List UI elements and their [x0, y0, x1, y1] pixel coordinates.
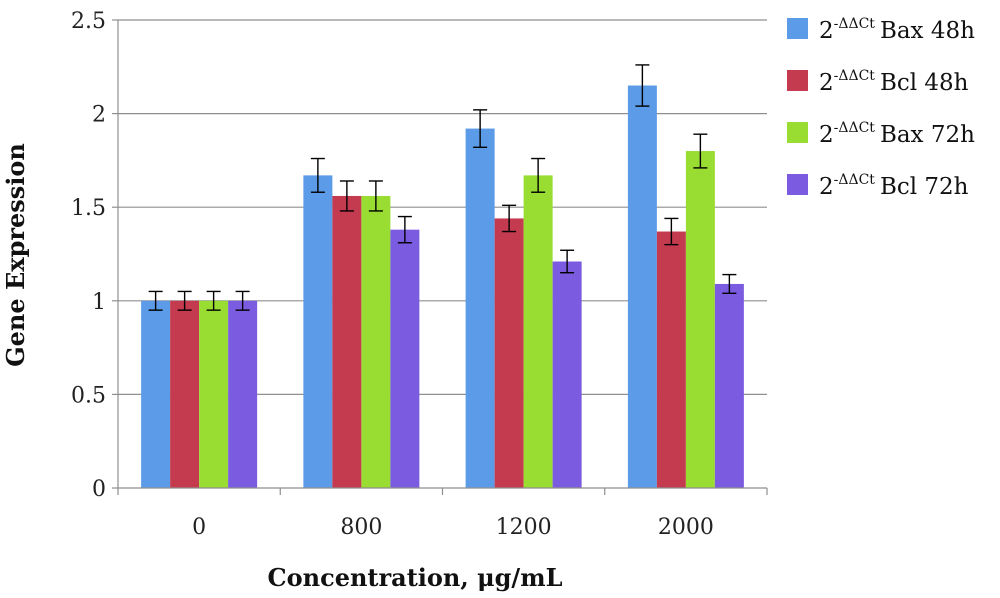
legend-label: 2-ΔΔCt Bcl 48h: [819, 68, 969, 96]
legend-swatch: [787, 70, 808, 91]
y-tick-label: 2: [92, 103, 106, 128]
bar: [390, 229, 420, 488]
legend-swatch: [787, 174, 808, 195]
y-tick-label: 0.5: [71, 383, 106, 408]
legend-label: 2-ΔΔCt Bcl 72h: [819, 172, 969, 200]
bar: [332, 195, 362, 488]
bar: [465, 128, 495, 489]
bar: [199, 300, 229, 488]
x-axis-title: Concentration, μg/mL: [268, 563, 563, 592]
bar: [656, 231, 686, 488]
x-tick-label: 2000: [658, 515, 714, 540]
y-tick-label: 2.5: [71, 9, 106, 34]
legend-swatch: [787, 18, 808, 39]
bar: [523, 175, 553, 488]
bar: [714, 283, 744, 488]
x-tick-label: 1200: [496, 515, 552, 540]
x-tick-label: 0: [192, 515, 206, 540]
bars: [141, 85, 744, 489]
legend-label: 2-ΔΔCt Bax 72h: [819, 120, 975, 148]
y-tick-label: 1: [92, 290, 106, 315]
y-tick-label: 1.5: [71, 196, 106, 221]
bar: [552, 261, 582, 488]
bar: [361, 195, 391, 488]
y-axis-title: Gene Expression: [1, 143, 30, 367]
legend-swatch: [787, 122, 808, 143]
axes: 0 0.5 1 1.5 2 2.5 0 800 1200 2000: [71, 9, 768, 540]
bar: [170, 300, 200, 488]
legend: 2-ΔΔCt Bax 48h 2-ΔΔCt Bcl 48h 2-ΔΔCt Bax 72h 2…: [787, 16, 975, 200]
bar: [494, 218, 524, 488]
bar: [303, 175, 333, 488]
x-tick-label: 800: [340, 515, 382, 540]
bar: [228, 300, 258, 488]
bar: [685, 151, 715, 489]
bar: [141, 300, 171, 488]
bar: [627, 85, 657, 489]
y-tick-label: 0: [92, 477, 106, 502]
error-bars: [148, 64, 737, 311]
legend-label: 2-ΔΔCt Bax 48h: [819, 16, 975, 44]
